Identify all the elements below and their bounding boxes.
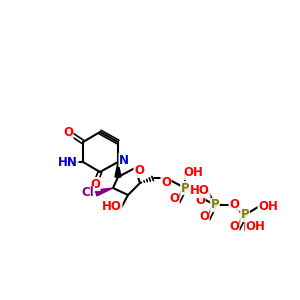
Text: P: P xyxy=(241,208,249,221)
Text: O: O xyxy=(169,193,179,206)
Text: O: O xyxy=(134,164,144,178)
Text: P: P xyxy=(211,199,219,212)
Text: OH: OH xyxy=(183,167,203,179)
Polygon shape xyxy=(95,188,113,196)
Text: N: N xyxy=(119,154,129,166)
Text: O: O xyxy=(199,209,209,223)
Text: OH: OH xyxy=(258,200,278,214)
Text: Cl: Cl xyxy=(82,187,94,200)
Text: P: P xyxy=(181,182,189,194)
Text: O: O xyxy=(161,176,171,188)
Text: O: O xyxy=(229,220,239,232)
Polygon shape xyxy=(115,162,121,177)
Text: OH: OH xyxy=(245,220,265,233)
Text: HN: HN xyxy=(58,155,78,169)
Text: O: O xyxy=(63,125,73,139)
Text: HO: HO xyxy=(190,184,210,197)
Text: HO: HO xyxy=(102,200,122,214)
Text: O: O xyxy=(229,199,239,212)
Text: O: O xyxy=(195,194,205,208)
Text: O: O xyxy=(90,178,100,190)
